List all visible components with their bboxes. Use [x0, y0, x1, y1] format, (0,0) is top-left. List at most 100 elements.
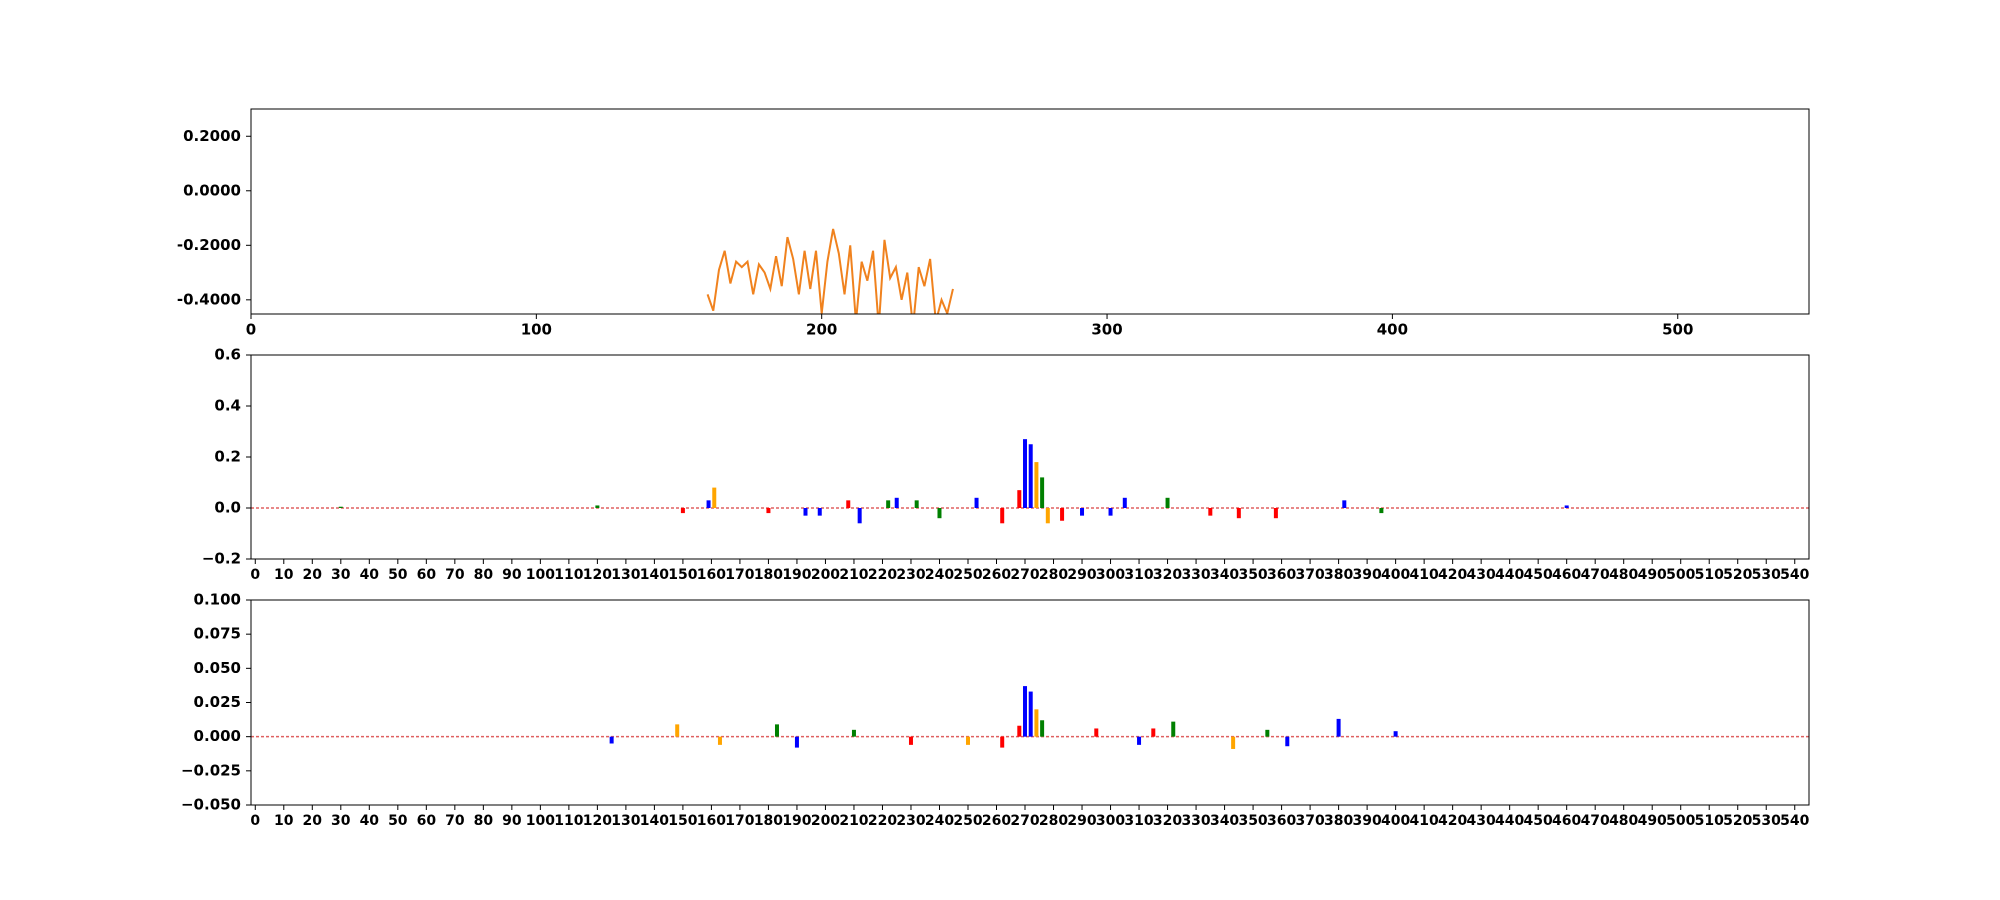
- x-tick-label: 330: [1181, 813, 1210, 829]
- logo-letter: [338, 506, 343, 508]
- x-tick-label: 470: [1581, 813, 1610, 829]
- x-tick-label: 40: [360, 813, 380, 829]
- x-tick-label: 270: [1010, 813, 1039, 829]
- logo-letter: [675, 724, 680, 737]
- x-tick-label: 490: [1638, 813, 1667, 829]
- logo-letter: [894, 497, 899, 508]
- x-tick-label: 100: [526, 567, 555, 583]
- logo-letter: [851, 729, 856, 737]
- x-tick-label: 50: [388, 567, 408, 583]
- x-tick-label: 290: [1067, 567, 1096, 583]
- x-tick-label: 60: [417, 567, 437, 583]
- logo-letter: [712, 487, 717, 508]
- logo-letter: [1034, 709, 1039, 737]
- logo-letter: [1017, 490, 1022, 508]
- x-tick-label: 30: [331, 813, 351, 829]
- logo-letter: [1000, 736, 1005, 748]
- x-tick-label: 40: [360, 567, 380, 583]
- x-tick-label: 350: [1238, 813, 1267, 829]
- x-tick-label: 10: [274, 813, 294, 829]
- x-tick-label: 50: [388, 813, 408, 829]
- logo-letter: [857, 508, 862, 524]
- logo-letter: [1342, 500, 1347, 508]
- x-tick-label: 180: [754, 813, 783, 829]
- x-tick-label: 20: [303, 813, 323, 829]
- x-tick-label: 310: [1124, 813, 1153, 829]
- y-tick-label: 0.025: [194, 693, 241, 711]
- x-tick-label: 160: [697, 813, 726, 829]
- y-tick-label: −0.025: [181, 761, 241, 779]
- logo-letter: [965, 736, 970, 745]
- logo-letter: [1028, 444, 1033, 508]
- logo-letter: [1285, 736, 1290, 747]
- x-tick-label: 130: [611, 567, 640, 583]
- logo-letter: [846, 500, 851, 508]
- x-tick-label: 70: [445, 567, 465, 583]
- x-tick-label: 140: [640, 567, 669, 583]
- logo-letter: [1040, 720, 1045, 737]
- logo-letter: [680, 508, 685, 514]
- x-tick-label: 390: [1352, 813, 1381, 829]
- logo-letter: [1171, 721, 1176, 737]
- logo-letter: [717, 736, 722, 745]
- y-tick-label: 0.0: [214, 499, 241, 517]
- logo-letter: [1231, 736, 1236, 749]
- x-tick-label: 0: [250, 813, 260, 829]
- x-tick-label: 510: [1695, 813, 1724, 829]
- logo-letter: [1108, 508, 1113, 516]
- logo-letter: [609, 736, 614, 744]
- logo-letter: [1028, 691, 1033, 737]
- x-tick-label: 330: [1181, 567, 1210, 583]
- x-tick-label: 120: [583, 813, 612, 829]
- x-tick-label: 370: [1295, 813, 1324, 829]
- logo-letter: [1023, 439, 1028, 508]
- logo-letter: [1564, 505, 1569, 508]
- x-tick-label: 520: [1723, 567, 1752, 583]
- x-tick-label: 190: [782, 813, 811, 829]
- y-tick-label: −0.050: [181, 796, 241, 814]
- x-tick-label: 0: [250, 567, 260, 583]
- x-tick-label: 60: [417, 813, 437, 829]
- logo-letter: [886, 500, 891, 508]
- x-tick-label: 420: [1438, 567, 1467, 583]
- x-tick-label: 400: [1381, 567, 1410, 583]
- x-tick-label: 110: [554, 813, 583, 829]
- y-tick-label: 0.2000: [183, 127, 241, 145]
- x-tick-label: 10: [274, 567, 294, 583]
- x-tick-label: 130: [611, 813, 640, 829]
- logo-letter: [1080, 508, 1085, 516]
- x-tick-label: 480: [1609, 567, 1638, 583]
- x-tick-label: 450: [1524, 567, 1553, 583]
- x-tick-label: 440: [1495, 813, 1524, 829]
- x-tick-label: 220: [868, 567, 897, 583]
- x-tick-label: 280: [1039, 813, 1068, 829]
- x-tick-label: 210: [839, 567, 868, 583]
- x-tick-label: 100: [526, 813, 555, 829]
- logo-letter: [706, 500, 711, 508]
- logo-letter: [1208, 508, 1213, 516]
- x-tick-label: 200: [811, 813, 840, 829]
- x-tick-label: 220: [868, 813, 897, 829]
- x-tick-label: 270: [1010, 567, 1039, 583]
- x-tick-label: 240: [925, 567, 954, 583]
- x-tick-label: 260: [982, 813, 1011, 829]
- y-tick-label: -0.2000: [177, 236, 241, 254]
- logo-letter: [1122, 497, 1127, 508]
- logo-letter: [1165, 497, 1170, 508]
- logo-letter: [974, 497, 979, 508]
- x-tick-label: 90: [502, 567, 522, 583]
- plot-area: [706, 228, 954, 314]
- logo-letter: [595, 505, 600, 508]
- y-tick-label: 0.2: [214, 448, 241, 466]
- axes-frame: [250, 108, 1810, 315]
- x-tick-label: 410: [1410, 813, 1439, 829]
- x-tick-label: 0: [246, 321, 256, 339]
- x-tick-label: 390: [1352, 567, 1381, 583]
- x-tick-label: 160: [697, 567, 726, 583]
- x-tick-label: 350: [1238, 567, 1267, 583]
- x-tick-label: 300: [1096, 567, 1125, 583]
- x-tick-label: 80: [474, 813, 494, 829]
- x-tick-label: 360: [1267, 813, 1296, 829]
- x-tick-label: 300: [1096, 813, 1125, 829]
- x-tick-label: 400: [1381, 813, 1410, 829]
